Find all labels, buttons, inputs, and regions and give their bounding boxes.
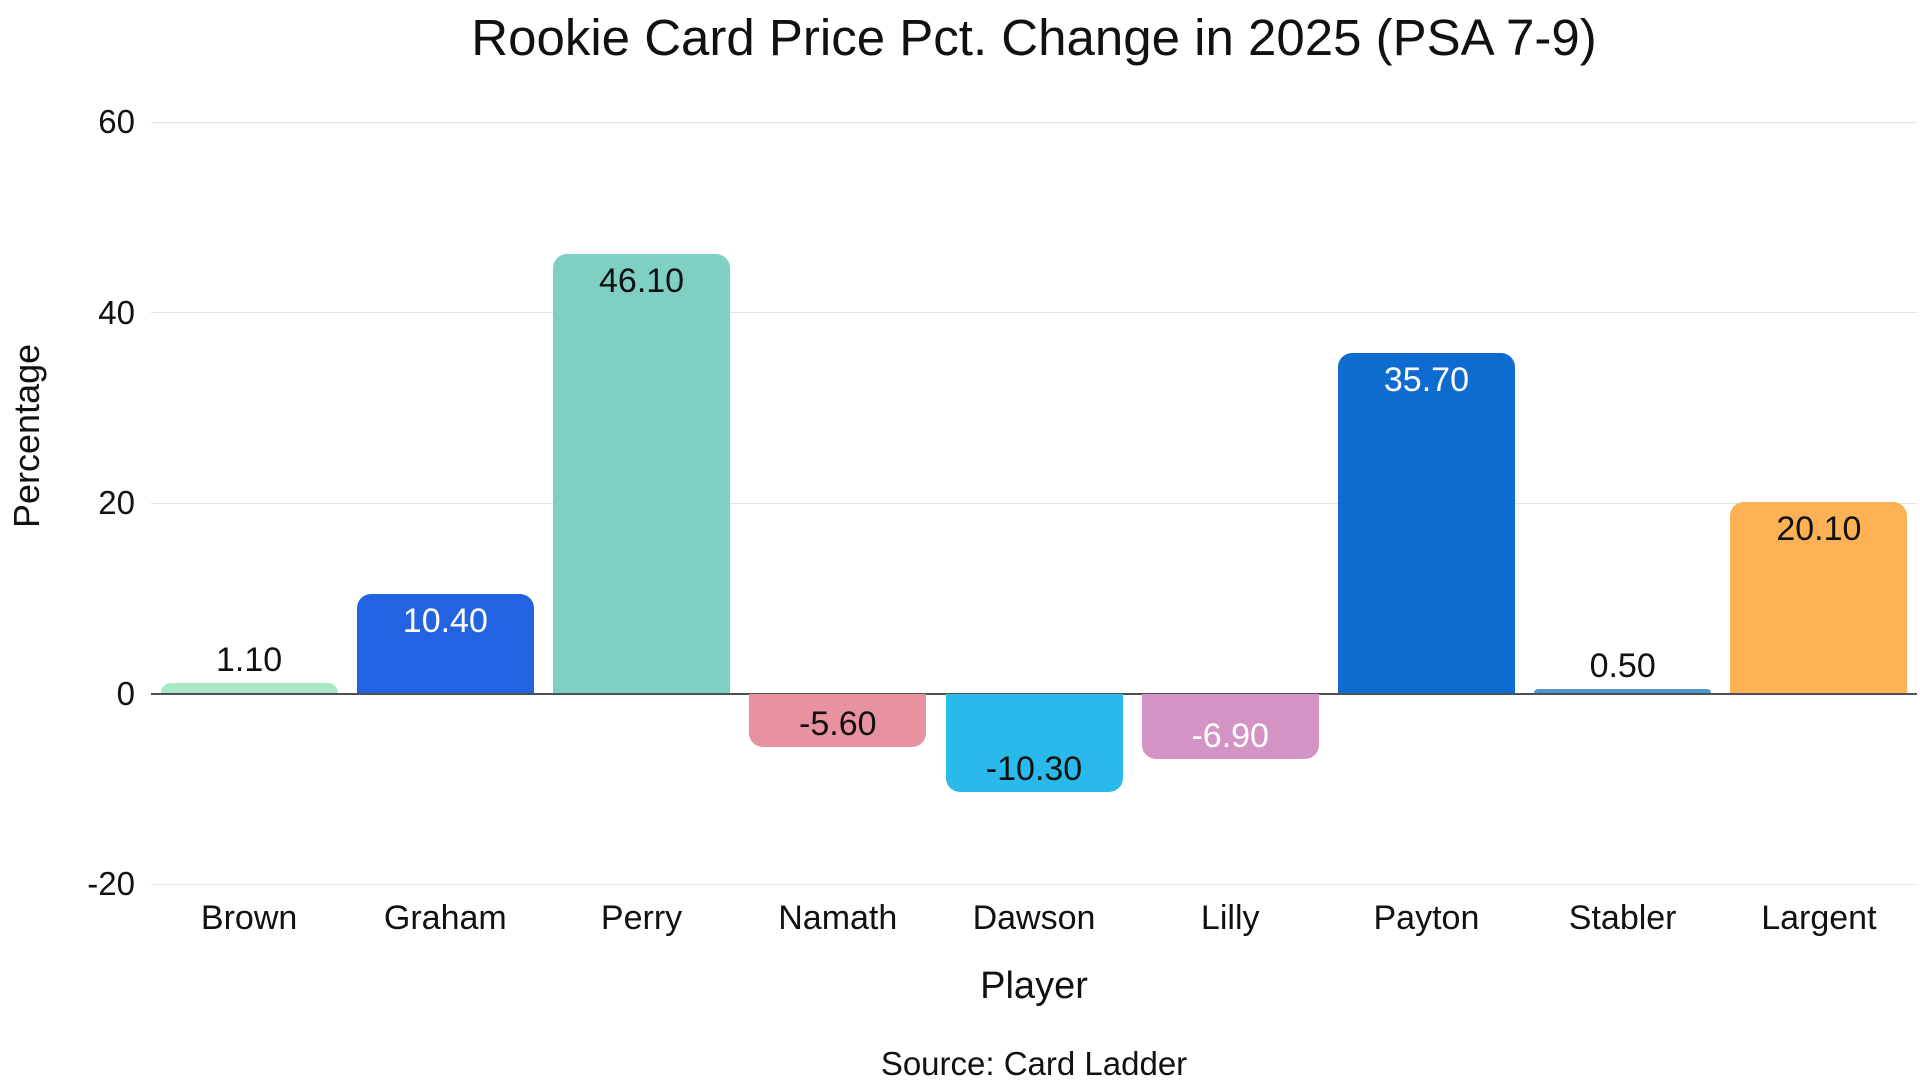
gridline — [151, 502, 1917, 504]
plot-area: 1.10 10.40 46.10 -5.60 -10.30 -6.90 35.70 0.50 2… — [151, 121, 1917, 885]
bar-dawson — [945, 693, 1123, 792]
bar-value-label: 20.10 — [1776, 510, 1862, 549]
bar-value-label: 46.10 — [599, 262, 685, 301]
bar-payton — [1337, 353, 1515, 694]
y-tick-label: 60 — [98, 103, 135, 140]
bar-stabler — [1534, 688, 1712, 694]
bar-graham — [356, 594, 534, 694]
x-tick-label-lilly: Lilly — [1200, 899, 1260, 937]
x-tick-label-brown: Brown — [200, 899, 298, 937]
x-tick-label-stabler: Stabler — [1568, 899, 1677, 937]
bar-value-label: 35.70 — [1383, 361, 1469, 400]
bar-value-label: 10.40 — [402, 602, 488, 641]
bar-value-label: -5.60 — [799, 704, 877, 743]
x-tick-label-payton: Payton — [1373, 899, 1480, 937]
y-tick-label: -20 — [87, 865, 135, 902]
bar-largent — [1730, 502, 1908, 694]
x-axis-title: Player — [980, 965, 1088, 1007]
x-tick-label-namath: Namath — [778, 899, 898, 937]
chart-title: Rookie Card Price Pct. Change in 2025 (P… — [471, 9, 1597, 66]
source-note: Source: Card Ladder — [880, 1045, 1188, 1080]
bar-namath — [749, 693, 927, 747]
bar-lilly — [1141, 693, 1319, 760]
bar-value-label: 1.10 — [216, 641, 283, 680]
gridline — [151, 883, 1917, 885]
bar-perry — [553, 254, 731, 694]
bar-value-label: -6.90 — [1191, 717, 1269, 756]
bar-value-label: 0.50 — [1589, 646, 1656, 685]
bar-brown — [160, 683, 338, 694]
x-tick-label-perry: Perry — [600, 899, 683, 937]
x-tick-label-dawson: Dawson — [972, 899, 1096, 937]
y-tick-label: 40 — [98, 293, 135, 331]
gridline — [151, 312, 1917, 313]
x-tick-label-graham: Graham — [383, 899, 507, 937]
y-tick-label: 0 — [116, 674, 135, 712]
y-tick-label: 20 — [98, 484, 135, 521]
gridline — [151, 121, 1917, 123]
bar-value-label: -10.30 — [985, 749, 1083, 788]
x-tick-label-largent: Largent — [1761, 899, 1877, 937]
